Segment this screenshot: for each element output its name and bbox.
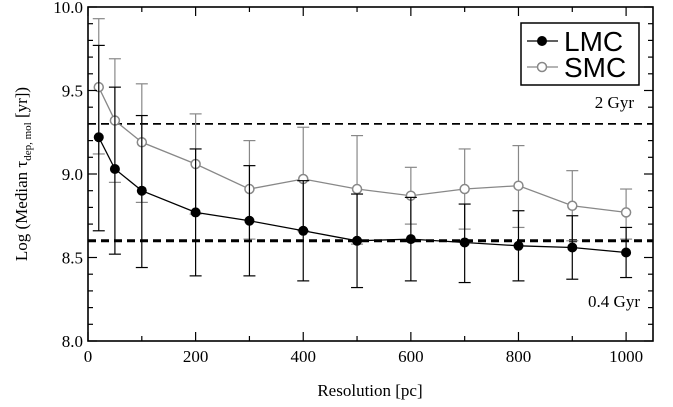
- data-point-lmc: [513, 240, 524, 251]
- data-point-lmc: [93, 132, 104, 143]
- y-axis-title: Log (Median τdep, mol [yr]): [12, 87, 34, 261]
- ticks-layer: 0 200 400 600 800 1000 8.0 8.5 9.0 9.5 10.0: [53, 0, 653, 366]
- reference-label-2gyr: 2 Gyr: [595, 93, 635, 112]
- plot-layer: [88, 18, 653, 289]
- legend-marker-smc: [536, 61, 548, 73]
- y-axis-title-suffix: [yr]): [12, 87, 31, 122]
- x-tick-label: 200: [183, 347, 209, 366]
- y-axis-title-prefix: Log (Median: [12, 168, 31, 261]
- x-axis-title: Resolution [pc]: [317, 381, 422, 400]
- y-tick-label: 9.5: [62, 82, 83, 101]
- legend-label-smc: SMC: [564, 52, 626, 83]
- data-point-smc: [567, 200, 578, 211]
- x-tick-label: 800: [506, 347, 532, 366]
- data-point-smc: [459, 183, 470, 195]
- x-tick-label: 0: [84, 347, 93, 366]
- series-line-lmc: [98, 136, 627, 254]
- data-point-lmc: [109, 163, 120, 174]
- y-axis-title-tau: τ: [12, 161, 31, 168]
- x-tick-label: 1000: [609, 347, 643, 366]
- data-point-lmc: [459, 237, 470, 248]
- data-point-lmc: [621, 247, 632, 258]
- data-point-smc: [620, 207, 632, 218]
- data-point-lmc: [352, 235, 363, 246]
- y-tick-label: 8.5: [62, 249, 83, 268]
- data-point-smc: [351, 183, 363, 195]
- y-tick-label: 10.0: [53, 0, 83, 17]
- data-point-lmc: [567, 242, 578, 253]
- y-tick-label: 9.0: [62, 165, 83, 184]
- data-point-lmc: [405, 234, 416, 245]
- data-point-lmc: [244, 215, 255, 226]
- series-line-smc: [98, 86, 627, 214]
- data-point-smc: [513, 180, 524, 191]
- data-point-lmc: [136, 185, 147, 196]
- legend-box: [520, 22, 640, 86]
- legend: LMC SMC: [520, 22, 640, 86]
- reference-label-0-4gyr: 0.4 Gyr: [588, 292, 640, 311]
- y-tick-label: 8.0: [62, 332, 83, 351]
- legend-marker-lmc: [537, 36, 547, 46]
- legend-label-lmc: LMC: [564, 26, 623, 57]
- y-axis-title-subscript: dep, mol: [22, 122, 34, 161]
- x-tick-label: 400: [290, 347, 316, 366]
- data-point-lmc: [298, 225, 309, 236]
- x-tick-label: 600: [398, 347, 424, 366]
- data-point-lmc: [190, 207, 201, 218]
